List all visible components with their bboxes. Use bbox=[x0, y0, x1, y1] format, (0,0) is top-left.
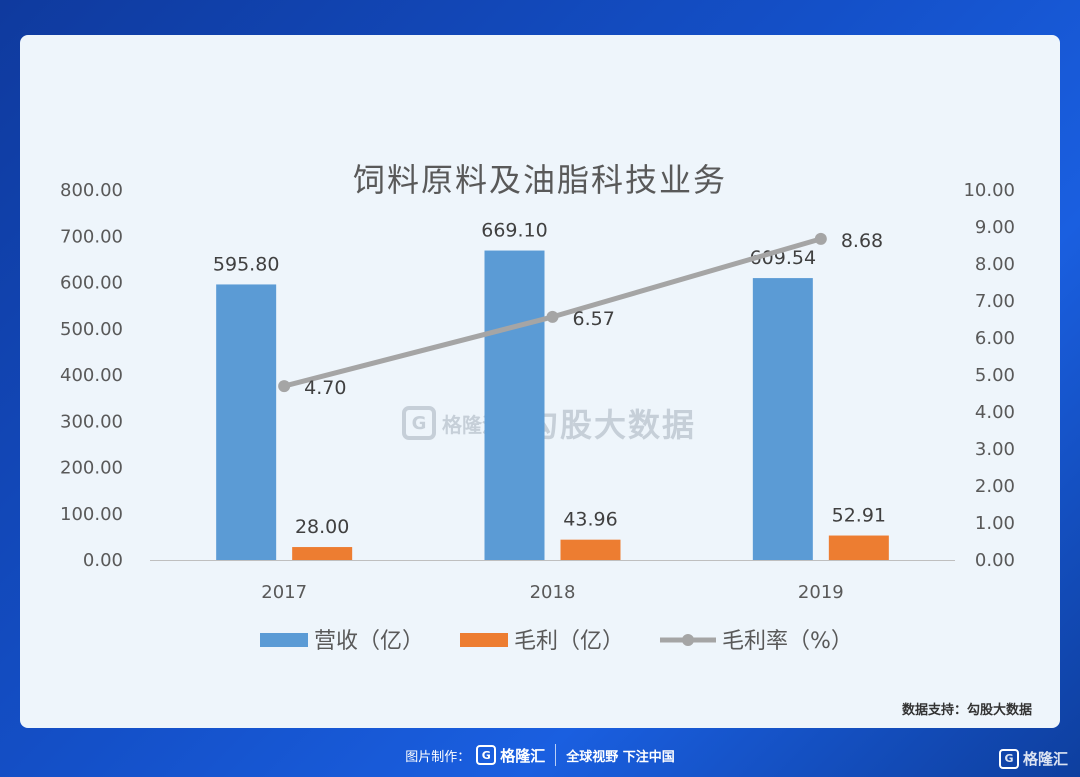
y-tick-label: 0.00 bbox=[83, 550, 123, 571]
margin-rate-point bbox=[546, 310, 559, 323]
y2-tick-label: 7.00 bbox=[975, 291, 1015, 312]
y-tick-label: 300.00 bbox=[60, 411, 123, 432]
footer: 图片制作： G 格隆汇 全球视野 下注中国 bbox=[0, 738, 1080, 772]
line-data-label: 8.68 bbox=[841, 230, 883, 252]
y2-tick-label: 5.00 bbox=[975, 365, 1015, 386]
y-tick-label: 500.00 bbox=[60, 319, 123, 340]
y2-tick-label: 1.00 bbox=[975, 513, 1015, 534]
bar-data-label: 52.91 bbox=[832, 505, 886, 527]
legend-label: 毛利率（%） bbox=[722, 629, 853, 654]
chart-svg: 0.00 100.00 200.00 300.00 400.00 500.00 600.00… bbox=[60, 180, 1015, 654]
y2-tick-label: 8.00 bbox=[975, 254, 1015, 275]
bar-revenue bbox=[484, 250, 545, 560]
x-tick-label: 2018 bbox=[530, 582, 576, 603]
bar-gross-profit bbox=[828, 535, 889, 560]
bar-gross-profit bbox=[560, 539, 621, 560]
watermark-text: 勾股大数据 bbox=[526, 406, 697, 444]
x-tick-label: 2019 bbox=[798, 582, 844, 603]
watermark: G 格隆汇 勾股大数据 bbox=[402, 400, 696, 446]
y-tick-label: 700.00 bbox=[60, 226, 123, 247]
footer-logo-icon: G bbox=[476, 745, 497, 765]
y-tick-label: 200.00 bbox=[60, 458, 123, 479]
y2-tick-label: 3.00 bbox=[975, 439, 1015, 460]
corner-logo: G 格隆汇 bbox=[993, 748, 1068, 769]
legend-swatch bbox=[460, 633, 508, 647]
y2-tick-label: 9.00 bbox=[975, 217, 1015, 238]
y-tick-label: 100.00 bbox=[60, 504, 123, 525]
margin-rate-point bbox=[814, 232, 827, 245]
corner-brand: 格隆汇 bbox=[1022, 750, 1068, 768]
bar-revenue bbox=[216, 284, 277, 560]
legend-swatch bbox=[260, 633, 308, 647]
bar-data-label: 669.10 bbox=[481, 220, 547, 242]
footer-divider bbox=[555, 744, 557, 766]
y2-tick-label: 6.00 bbox=[975, 328, 1015, 349]
line-data-label: 6.57 bbox=[573, 308, 615, 330]
bar-data-label: 43.96 bbox=[563, 509, 617, 531]
y2-tick-label: 0.00 bbox=[975, 550, 1015, 571]
line-data-label: 4.70 bbox=[304, 377, 346, 399]
x-tick-label: 2017 bbox=[261, 582, 307, 603]
margin-rate-point bbox=[278, 380, 291, 393]
footer-slogan: 全球视野 下注中国 bbox=[566, 749, 675, 765]
bar-gross-profit bbox=[292, 547, 353, 560]
footer-brand: 格隆汇 bbox=[500, 746, 546, 765]
bar-data-label: 28.00 bbox=[295, 516, 349, 538]
y2-tick-label: 2.00 bbox=[975, 476, 1015, 497]
y2-tick-label: 4.00 bbox=[975, 402, 1015, 423]
legend-label: 营收（亿） bbox=[314, 629, 424, 654]
legend-swatch-point bbox=[682, 634, 694, 646]
chart-card: 饲料原料及油脂科技业务 G 格隆汇 勾股大数据 0.00 100.00 200.00… bbox=[20, 35, 1060, 728]
y-tick-label: 600.00 bbox=[60, 273, 123, 294]
corner-logo-icon: G bbox=[998, 748, 1019, 769]
bar-data-label: 595.80 bbox=[213, 253, 279, 275]
source-note: 数据支持：勾股大数据 bbox=[901, 703, 1032, 718]
bar-revenue bbox=[752, 278, 813, 560]
legend-label: 毛利（亿） bbox=[514, 629, 624, 654]
chart-title: 饲料原料及油脂科技业务 bbox=[352, 161, 727, 199]
y-tick-label: 400.00 bbox=[60, 365, 123, 386]
watermark-logo-icon: G bbox=[402, 406, 436, 440]
y2-tick-label: 10.00 bbox=[963, 180, 1015, 201]
footer-label: 图片制作： bbox=[405, 749, 471, 765]
y-tick-label: 800.00 bbox=[60, 180, 123, 201]
